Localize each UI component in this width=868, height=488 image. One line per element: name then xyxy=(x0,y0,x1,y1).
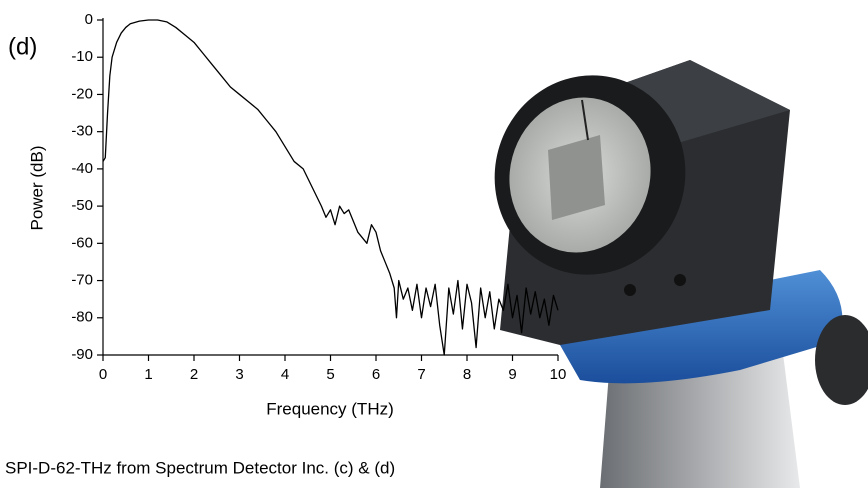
y-axis-label: Power (dB) xyxy=(27,145,46,230)
screw xyxy=(674,274,686,286)
y-tick-label: -70 xyxy=(71,272,93,289)
screw xyxy=(624,284,636,296)
panel-label: (d) xyxy=(8,33,37,60)
spectrum-line xyxy=(102,19,559,356)
x-tick-label: 1 xyxy=(144,366,152,383)
x-tick-label: 3 xyxy=(235,366,243,383)
mount xyxy=(560,270,843,384)
y-tick-label: -10 xyxy=(71,48,93,65)
y-tick-label: -40 xyxy=(71,160,93,177)
sensor xyxy=(548,135,605,220)
detector-photo xyxy=(494,60,868,488)
y-tick-label: -60 xyxy=(71,234,93,251)
y-tick-label: -80 xyxy=(71,309,93,326)
knob xyxy=(815,315,868,405)
caption: SPI-D-62-THz from Spectrum Detector Inc.… xyxy=(5,458,395,477)
x-tick-label: 6 xyxy=(372,366,380,383)
x-tick-label: 8 xyxy=(463,366,471,383)
y-tick-label: -20 xyxy=(71,85,93,102)
x-tick-label: 0 xyxy=(99,366,107,383)
y-tick-label: -90 xyxy=(71,346,93,363)
x-tick-label: 4 xyxy=(281,366,289,383)
x-tick-label: 10 xyxy=(550,366,567,383)
x-tick-label: 7 xyxy=(417,366,425,383)
y-tick-label: -50 xyxy=(71,197,93,214)
x-tick-label: 9 xyxy=(508,366,516,383)
y-tick-label: -30 xyxy=(71,123,93,140)
x-axis-label: Frequency (THz) xyxy=(266,399,394,418)
wire xyxy=(581,99,589,141)
y-tick-label: 0 xyxy=(85,11,93,28)
x-tick-label: 2 xyxy=(190,366,198,383)
x-tick-label: 5 xyxy=(326,366,334,383)
